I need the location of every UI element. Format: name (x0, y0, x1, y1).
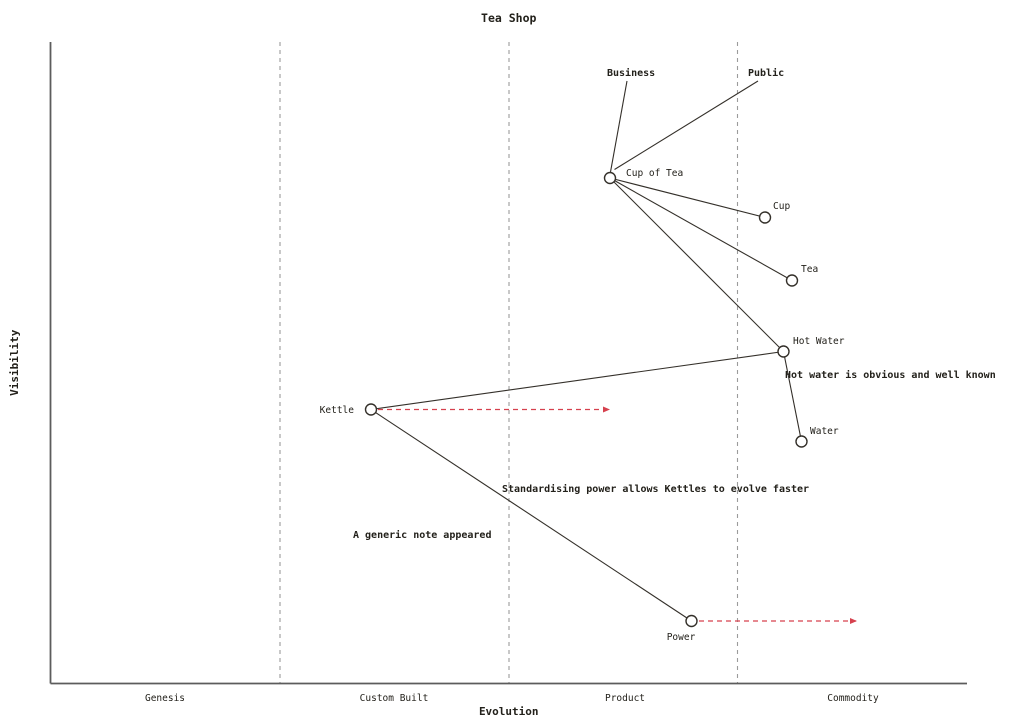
x-axis-label: Evolution (479, 705, 539, 718)
y-axis-label: Visibility (8, 329, 21, 396)
evolve-arrows (378, 406, 857, 624)
stage-separators (279, 42, 739, 684)
link-kettle-power (370, 409, 692, 622)
component-label-cup[interactable]: Cup (773, 201, 790, 212)
stage-label-custom-built: Custom Built (360, 693, 429, 704)
anchor-business[interactable]: Business (607, 67, 655, 79)
stage-label-genesis: Genesis (145, 693, 185, 704)
component-cup[interactable] (758, 211, 772, 224)
component-kettle[interactable] (364, 403, 378, 416)
stage-label-commodity: Commodity (827, 693, 879, 704)
anchors: Business Public (607, 67, 784, 173)
anchor-link-business (609, 80, 628, 173)
annotation-text[interactable]: Standardising power allows Kettles to ev… (502, 483, 809, 495)
component-water[interactable] (795, 435, 808, 448)
component-hot-water[interactable] (777, 345, 790, 358)
component-cup-of-tea[interactable] (603, 171, 617, 185)
stage-labels: Genesis Custom Built Product Commodity (145, 693, 879, 704)
link-cup-of-tea-tea (609, 177, 793, 281)
map-title: Tea Shop (481, 11, 536, 25)
component-tea[interactable] (785, 274, 799, 287)
component-label-power[interactable]: Power (667, 632, 696, 643)
components: Cup of Tea Cup Tea Hot Water Water Kettle Powe… (320, 168, 845, 643)
component-label-hot-water[interactable]: Hot Water (793, 336, 845, 347)
annotation-text[interactable]: A generic note appeared (353, 529, 491, 541)
component-label-tea[interactable]: Tea (801, 264, 818, 275)
anchor-public[interactable]: Public (748, 67, 784, 79)
component-label-cup-of-tea[interactable]: Cup of Tea (626, 168, 683, 179)
component-label-water[interactable]: Water (810, 426, 839, 437)
stage-label-product: Product (605, 693, 645, 704)
axes (49, 42, 967, 685)
axis-labels: Tea Shop Evolution Visibility Genesis Cus… (8, 11, 879, 718)
link-hot-water-water (782, 351, 803, 442)
anchor-link-public (614, 80, 759, 170)
annotation-text[interactable]: Hot water is obvious and well known (785, 369, 996, 381)
link-cup-of-tea-hot-water (609, 177, 784, 352)
annotations: Hot water is obvious and well known Stand… (353, 369, 996, 541)
component-links (370, 177, 803, 622)
component-power[interactable] (685, 614, 698, 628)
component-label-kettle[interactable]: Kettle (320, 405, 355, 416)
link-cup-of-tea-cup (609, 177, 766, 219)
link-kettle-hot-water (370, 350, 784, 411)
